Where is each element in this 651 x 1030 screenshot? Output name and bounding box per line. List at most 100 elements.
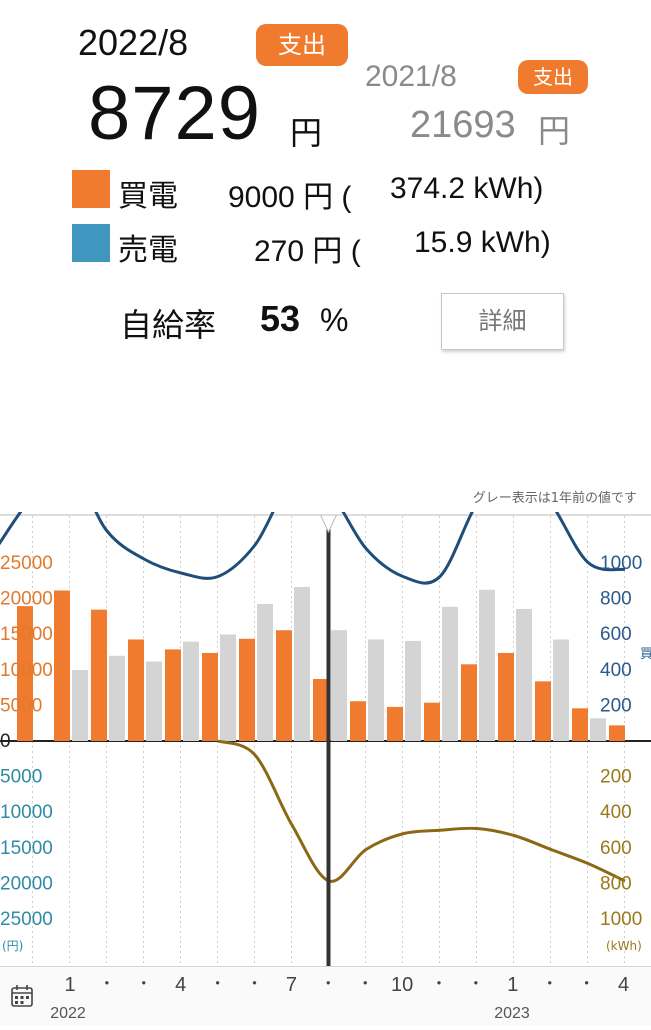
buy-bar [17, 606, 33, 741]
left-tick-label: 20000 [0, 589, 53, 610]
right-unit-label: (kWh) [606, 939, 642, 953]
buy-bar [276, 630, 292, 741]
chart-bars [17, 586, 625, 741]
right-tick-label: 800 [600, 589, 632, 610]
timeline-bar[interactable]: 1 ・ ・ 4 ・ ・ 7 ・ ・ 10 ・ ・ 1 ・ ・ 4 2022 2023 [0, 966, 651, 1025]
prior-year-bar [109, 655, 125, 741]
cursor-notch [319, 514, 338, 534]
right-tick-label: 600 [600, 624, 632, 645]
selected-month-cursor [319, 514, 338, 966]
buy-swatch [72, 170, 110, 208]
buy-bar [165, 649, 181, 741]
buy-bar [424, 702, 440, 741]
right-tick-label: 200 [600, 767, 632, 788]
prior-year-bar [72, 670, 88, 741]
previous-month: 2021/8 [365, 60, 457, 93]
buy-bar [609, 725, 625, 741]
prior-year-bar [294, 586, 310, 741]
buy-bar [350, 701, 366, 741]
prior-year-bar [442, 606, 458, 741]
prior-year-bar [220, 634, 236, 741]
timeline-month-label: ・ [357, 976, 373, 993]
right-tick-label: 400 [600, 802, 632, 823]
left-unit-label: (円) [2, 939, 23, 953]
right-tick-label: 1000 [600, 909, 642, 930]
self-rate-unit: % [320, 302, 349, 338]
timeline-month-label: ・ [210, 976, 226, 993]
self-rate-value: 53 [260, 298, 301, 339]
timeline-month-label: ・ [431, 976, 447, 993]
right-tick-label: 800 [600, 873, 632, 894]
left-tick-label: 5000 [0, 767, 42, 788]
buy-bar [498, 652, 514, 741]
buy-kwh-line [0, 512, 626, 585]
detail-button[interactable]: 詳細 [441, 293, 564, 350]
timeline-year-label: 2022 [50, 1005, 86, 1022]
buy-bar [461, 664, 477, 741]
buy-bar [202, 652, 218, 741]
current-amount: 8729 [88, 71, 262, 156]
prior-year-bar [331, 630, 347, 741]
timeline-month-label: ・ [579, 976, 595, 993]
buy-bar [313, 679, 329, 741]
left-tick-label: 25000 [0, 553, 53, 574]
prior-year-bar [479, 589, 495, 741]
timeline-year-label: 2023 [494, 1005, 530, 1022]
left-tick-label: 15000 [0, 624, 53, 645]
prior-year-bar [146, 661, 162, 741]
sell-kwh: 15.9 kWh) [414, 226, 551, 259]
current-month: 2022/8 [78, 22, 189, 63]
right-tick-label: 1000 [600, 553, 642, 574]
left-tick-label: 25000 [0, 909, 53, 930]
buy-bar [535, 681, 551, 741]
timeline-month-label: ・ [136, 976, 152, 993]
previous-amount: 21693 [410, 104, 516, 146]
timeline-labels: 1 ・ ・ 4 ・ ・ 7 ・ ・ 10 ・ ・ 1 ・ ・ 4 2022 2023 [50, 974, 629, 1022]
prior-year-bar [553, 639, 569, 741]
buy-bar [91, 609, 107, 741]
left-tick-label: 15000 [0, 838, 53, 859]
monthly-chart[interactable]: 25000 20000 15000 10000 5000 0 5000 10000 15000 2… [0, 512, 651, 966]
prior-year-bar [590, 718, 606, 741]
timeline-month-label: 4 [618, 974, 629, 996]
previous-unit: 円 [538, 112, 571, 150]
sell-swatch [72, 224, 110, 262]
buy-yen: 9000 円 ( [228, 181, 352, 214]
right-tick-label: 600 [600, 838, 632, 859]
timeline-month-label: ・ [246, 976, 262, 993]
timeline-month-label: ・ [320, 976, 336, 993]
sell-kwh-line [217, 739, 626, 883]
left-tick-label: 20000 [0, 873, 53, 894]
left-tick-label: 10000 [0, 660, 53, 681]
chart-ticks: 25000 20000 15000 10000 5000 0 5000 10000 15000 2… [0, 553, 651, 953]
self-rate-label: 自給率 [120, 306, 217, 344]
timeline-month-label: ・ [542, 976, 558, 993]
buy-bar [54, 590, 70, 741]
timeline-month-label: ・ [99, 976, 115, 993]
chart-lines [0, 512, 626, 883]
timeline-month-label: 7 [286, 974, 297, 996]
right-tick-label: 200 [600, 695, 632, 716]
prior-year-bar [257, 603, 273, 741]
sell-yen: 270 円 ( [254, 235, 361, 268]
timeline-month-label: 1 [507, 974, 518, 996]
previous-expense-badge: 支出 [518, 60, 588, 94]
right-side-label: 買 [640, 647, 651, 662]
current-unit: 円 [290, 114, 323, 152]
left-tick-label: 10000 [0, 802, 53, 823]
left-tick-label: 0 [0, 731, 11, 752]
prior-year-bar [183, 641, 199, 741]
buy-kwh: 374.2 kWh) [390, 172, 544, 205]
prior-year-bar [405, 640, 421, 741]
buy-bar [387, 706, 403, 741]
left-tick-label: 5000 [0, 695, 42, 716]
timeline-month-label: 1 [64, 974, 75, 996]
calendar-icon [11, 985, 33, 1007]
buy-bar [128, 639, 144, 741]
buy-bar [572, 708, 588, 741]
expense-badge: 支出 [256, 24, 348, 66]
buy-bar [239, 638, 255, 741]
timeline-month-label: 10 [391, 974, 413, 996]
right-tick-label: 400 [600, 660, 632, 681]
prior-year-bar [516, 608, 532, 741]
